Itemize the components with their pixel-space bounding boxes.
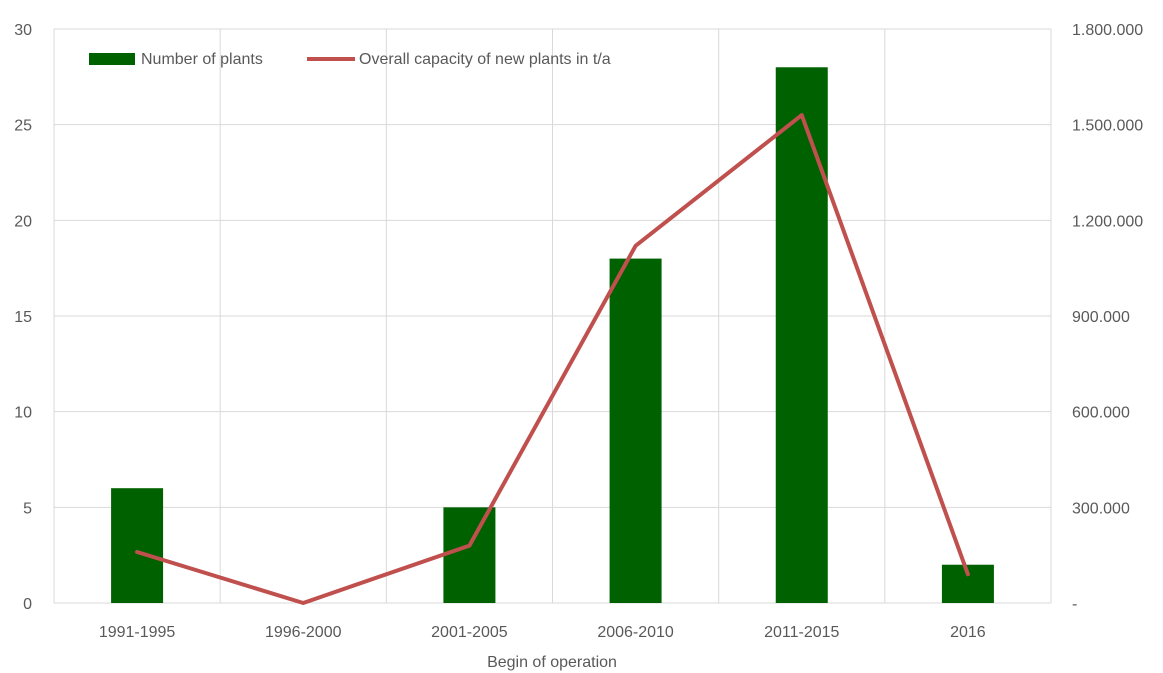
- y2-tick-label: 300.000: [1072, 500, 1130, 517]
- line-point: [801, 114, 803, 116]
- x-axis-title: Begin of operation: [487, 654, 617, 671]
- x-tick-label: 1991-1995: [99, 624, 176, 641]
- bar: [443, 507, 496, 603]
- y2-tick-label: 1.500.000: [1072, 118, 1143, 135]
- line-series: [135, 113, 970, 605]
- y2-tick-label: 600.000: [1072, 405, 1130, 422]
- line-point: [967, 573, 969, 575]
- line-point: [635, 245, 637, 247]
- y-tick-label: 25: [14, 118, 32, 135]
- y-tick-label: 30: [14, 22, 32, 39]
- legend-label-line: Overall capacity of new plants in t/a: [359, 51, 611, 68]
- y2-tick-label: 1.800.000: [1072, 22, 1143, 39]
- bar: [609, 258, 662, 603]
- axes: 0 5 10 15 20 25 30 - 300.000 600.000 900.000 1.200.…: [14, 22, 1143, 641]
- y2-tick-label: 1.200.000: [1072, 213, 1143, 230]
- bar-series: [111, 67, 994, 604]
- legend-swatch-bar: [89, 53, 135, 65]
- y-tick-label: 0: [23, 596, 32, 613]
- x-tick-label: 1996-2000: [265, 624, 342, 641]
- line-point: [468, 545, 470, 547]
- gridlines: [53, 28, 1052, 604]
- x-tick-label: 2011-2015: [764, 624, 839, 641]
- x-tick-label: 2006-2010: [597, 624, 674, 641]
- line-point: [136, 551, 138, 553]
- y2-tick-label: 900.000: [1072, 309, 1130, 326]
- line-point: [302, 602, 304, 604]
- y-tick-label: 10: [14, 405, 32, 422]
- x-tick-label: 2016: [950, 624, 986, 641]
- y-tick-label: 15: [14, 309, 32, 326]
- legend-label-bars: Number of plants: [141, 51, 263, 68]
- bar: [111, 488, 164, 603]
- y-tick-label: 20: [14, 213, 32, 230]
- legend: Number of plants Overall capacity of new…: [89, 51, 611, 68]
- y2-tick-label: -: [1072, 596, 1077, 613]
- y-tick-label: 5: [23, 500, 32, 517]
- bar: [775, 67, 828, 604]
- x-tick-label: 2001-2005: [431, 624, 508, 641]
- capacity-line: [135, 113, 970, 605]
